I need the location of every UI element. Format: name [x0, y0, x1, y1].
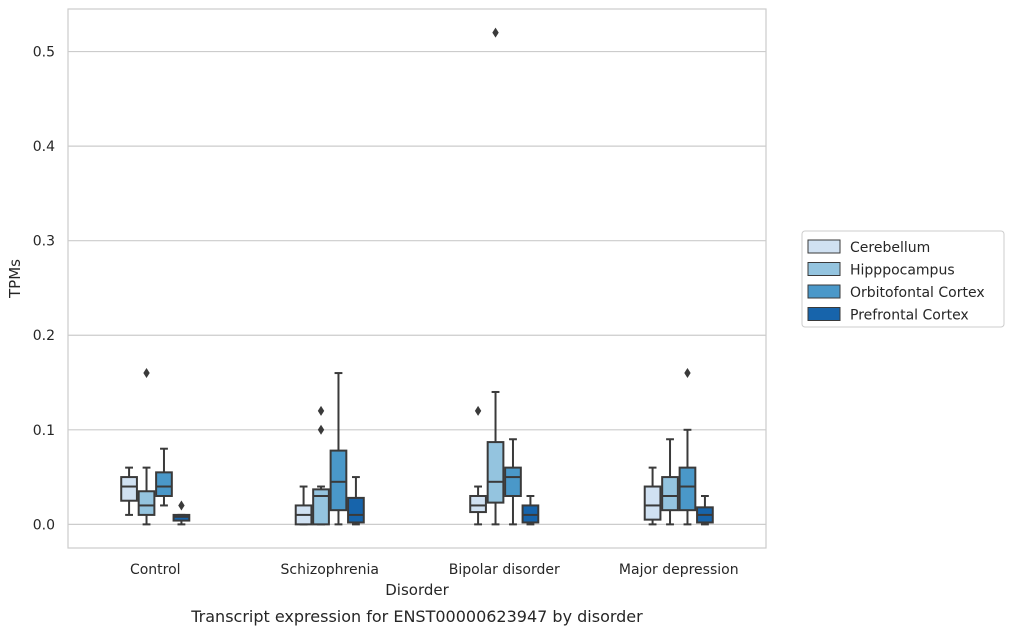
y-tick-label: 0.4 [33, 139, 55, 155]
box [137, 490, 156, 516]
legend-label: Prefrontal Cortex [850, 308, 969, 324]
box-group [155, 447, 173, 507]
outlier-point [474, 405, 482, 416]
x-tick-labels: Control Schizophrenia Bipolar disorder Majo… [130, 562, 739, 578]
box-group [329, 372, 348, 526]
box [155, 471, 173, 497]
y-tick-label: 0.1 [33, 423, 55, 439]
legend-label: Orbitofontal Cortex [850, 285, 985, 301]
x-tick-label: Bipolar disorder [449, 562, 560, 578]
box-group [696, 494, 714, 526]
box-group [294, 485, 313, 526]
box-group [661, 438, 679, 526]
box-group [521, 494, 540, 526]
legend: Cerebellum Hipppocampus Orbitofontal Corte… [801, 230, 1005, 328]
legend-swatch [807, 284, 841, 299]
outlier-point [492, 27, 499, 38]
box-group [172, 500, 191, 526]
legend-swatch [807, 262, 841, 276]
legend-frame [801, 230, 1005, 328]
box-group [678, 368, 697, 526]
legend-swatch [807, 239, 841, 254]
legend-label: Hipppocampus [850, 263, 955, 279]
box [312, 488, 330, 526]
box [469, 494, 487, 514]
outlier-point [178, 500, 185, 511]
y-tick-label: 0.0 [33, 517, 55, 533]
box [120, 476, 138, 502]
plot-frame [67, 8, 767, 549]
box-group [486, 27, 505, 526]
chart-caption: Transcript expression for ENST0000062394… [190, 607, 643, 626]
box-group [137, 368, 156, 526]
x-tick-label: Schizophrenia [281, 562, 379, 578]
y-tick-labels: 0.0 0.1 0.2 0.3 0.4 0.5 [33, 45, 55, 534]
gridlines [68, 50, 766, 525]
y-axis-label: TPMs [6, 259, 24, 299]
box-group [120, 466, 138, 516]
outlier-point [317, 405, 325, 416]
box-group [504, 438, 522, 526]
legend-swatch [807, 307, 841, 321]
x-axis-label: Disorder [385, 581, 449, 599]
outlier-point [317, 424, 325, 435]
box-group [469, 405, 487, 526]
y-tick-label: 0.2 [33, 328, 55, 344]
box-group [312, 405, 330, 526]
box [486, 441, 505, 504]
box [643, 485, 662, 521]
y-tick-label: 0.3 [33, 234, 55, 250]
box [678, 466, 697, 512]
outlier-point [684, 368, 691, 379]
box-series [120, 27, 714, 526]
box [347, 496, 365, 524]
box [329, 449, 348, 512]
y-tick-label: 0.5 [33, 45, 55, 61]
box-group [347, 476, 365, 526]
box-group [643, 466, 662, 526]
box [504, 466, 522, 497]
x-tick-label: Major depression [619, 562, 739, 578]
legend-label: Cerebellum [850, 240, 930, 256]
x-tick-label: Control [130, 562, 181, 578]
box [661, 476, 679, 512]
outlier-point [143, 368, 150, 379]
